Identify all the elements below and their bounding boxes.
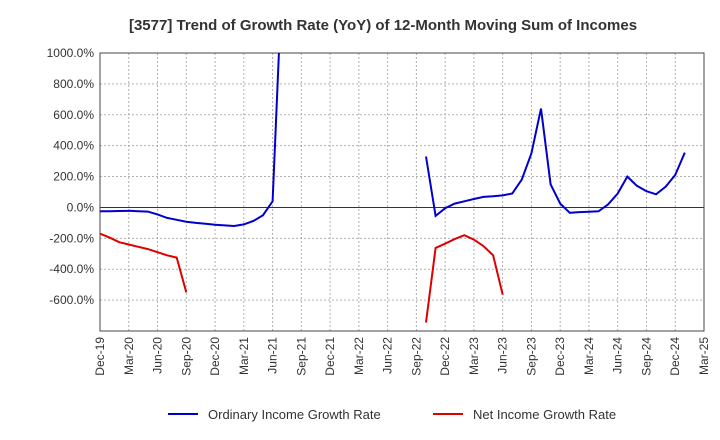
legend-label: Ordinary Income Growth Rate <box>208 407 381 422</box>
y-tick-label: -200.0% <box>49 231 94 245</box>
x-tick-label: Mar-20 <box>122 337 136 375</box>
y-tick-label: 800.0% <box>53 77 94 91</box>
x-tick-label: Mar-23 <box>467 337 481 375</box>
x-tick-label: Sep-24 <box>639 337 653 376</box>
x-tick-label: Dec-24 <box>668 337 682 376</box>
series-line <box>100 232 504 323</box>
x-tick-label: Mar-24 <box>582 337 596 375</box>
x-tick-label: Mar-21 <box>237 337 251 375</box>
x-tick-label: Jun-21 <box>266 337 280 374</box>
y-tick-label: 1000.0% <box>47 46 95 60</box>
y-tick-label: 400.0% <box>53 139 94 153</box>
legend: Ordinary Income Growth Rate Net Income Gr… <box>168 407 616 422</box>
axis-layer: 1000.0% 800.0% 600.0% 400.0% 200.0% 0.0% -200.… <box>47 46 711 376</box>
y-tick-label: -400.0% <box>49 262 94 276</box>
x-tick-label: Jun-22 <box>381 337 395 374</box>
grid-layer <box>99 52 705 331</box>
x-tick-label: Dec-23 <box>553 337 567 376</box>
x-tick-label: Sep-21 <box>294 337 308 376</box>
series-line <box>100 53 686 228</box>
x-tick-label: Dec-21 <box>323 337 337 376</box>
x-tick-label: Mar-22 <box>352 337 366 375</box>
chart-title: [3577] Trend of Growth Rate (YoY) of 12-… <box>129 17 637 34</box>
y-tick-label: -600.0% <box>49 293 94 307</box>
x-tick-label: Dec-20 <box>208 337 222 376</box>
plot-frame <box>99 52 705 332</box>
y-tick-label: 200.0% <box>53 170 94 184</box>
x-tick-label: Dec-19 <box>93 337 107 376</box>
x-tick-label: Jun-20 <box>151 337 165 374</box>
x-tick-label: Jun-23 <box>496 337 510 374</box>
x-tick-label: Sep-23 <box>524 337 538 376</box>
y-tick-label: 600.0% <box>53 108 94 122</box>
y-tick-label: 0.0% <box>67 200 95 214</box>
legend-label: Net Income Growth Rate <box>473 407 616 422</box>
x-tick-label: Sep-22 <box>409 337 423 376</box>
series-layer <box>100 53 686 323</box>
x-tick-label: Mar-25 <box>697 337 711 375</box>
x-tick-label: Sep-20 <box>179 337 193 376</box>
x-tick-label: Dec-22 <box>438 337 452 376</box>
x-tick-label: Jun-24 <box>611 337 625 374</box>
